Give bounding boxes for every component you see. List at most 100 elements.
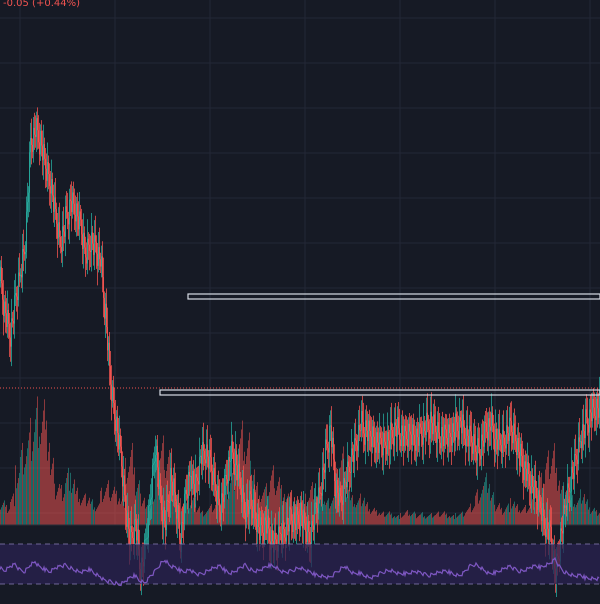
candle-body bbox=[45, 158, 46, 169]
candle-body bbox=[294, 512, 295, 524]
candle-body bbox=[105, 303, 106, 319]
candle-body bbox=[362, 411, 363, 423]
candle-body bbox=[307, 521, 308, 542]
candle-body bbox=[254, 499, 255, 512]
volume-bar bbox=[547, 456, 548, 525]
volume-bar bbox=[362, 503, 363, 525]
candle-body bbox=[185, 489, 186, 494]
candle-body bbox=[306, 531, 307, 542]
candle-body bbox=[526, 468, 527, 481]
volume-bar bbox=[480, 497, 481, 525]
volume-bar bbox=[534, 507, 535, 525]
volume-bar bbox=[374, 507, 375, 525]
candle-body bbox=[160, 479, 161, 497]
volume-bar bbox=[531, 501, 532, 525]
volume-bar bbox=[571, 497, 572, 525]
volume-bar bbox=[329, 508, 330, 525]
volume-bar bbox=[484, 482, 485, 525]
volume-bar bbox=[367, 502, 368, 525]
volume-bar bbox=[4, 500, 5, 525]
candle-body bbox=[334, 459, 335, 482]
candle-body bbox=[576, 455, 577, 460]
candle-body bbox=[103, 277, 104, 298]
candle-body bbox=[38, 130, 39, 143]
candle-body bbox=[420, 423, 421, 428]
candle-body bbox=[448, 424, 449, 447]
volume-bar bbox=[322, 506, 323, 525]
volume-bar bbox=[438, 511, 439, 525]
candle-body bbox=[157, 445, 158, 468]
candle-body bbox=[236, 450, 237, 466]
candle-body bbox=[531, 474, 532, 494]
volume-bar bbox=[124, 507, 125, 525]
candle-body bbox=[212, 471, 213, 485]
candle-body bbox=[242, 485, 243, 503]
volume-bar bbox=[414, 511, 415, 525]
volume-bar bbox=[453, 515, 454, 525]
volume-bar bbox=[308, 500, 309, 525]
candle-body bbox=[323, 467, 324, 470]
volume-bar bbox=[274, 488, 275, 525]
candle-body bbox=[495, 428, 496, 452]
candle-body bbox=[66, 206, 67, 213]
volume-bar bbox=[588, 509, 589, 525]
candle-body bbox=[452, 423, 453, 446]
volume-bar bbox=[594, 507, 595, 525]
candle-body bbox=[411, 434, 412, 445]
volume-bar bbox=[49, 442, 50, 525]
volume-bar bbox=[485, 477, 486, 525]
drawings[interactable] bbox=[0, 293, 600, 396]
candle-body bbox=[170, 467, 171, 503]
candle-body bbox=[303, 510, 304, 529]
volume-bar bbox=[327, 500, 328, 525]
candle-body bbox=[87, 238, 88, 264]
candle-body bbox=[90, 250, 91, 253]
volume-bar bbox=[63, 497, 64, 525]
volume-bar bbox=[80, 505, 81, 525]
volume-bar bbox=[357, 502, 358, 525]
volume-bar bbox=[0, 509, 1, 525]
candle-body bbox=[154, 461, 155, 464]
volume-bar bbox=[64, 493, 65, 525]
volume-bar bbox=[284, 493, 285, 525]
candle-body bbox=[308, 521, 309, 532]
candle-body bbox=[189, 471, 190, 477]
volume-bar bbox=[202, 510, 203, 525]
candle-body bbox=[164, 507, 165, 521]
volume-bar bbox=[38, 448, 39, 525]
volume-bar bbox=[345, 480, 346, 525]
volume-bar bbox=[483, 485, 484, 525]
volume-bar bbox=[530, 503, 531, 525]
volume-bar bbox=[83, 497, 84, 525]
candle-body bbox=[440, 442, 441, 449]
volume-bar bbox=[146, 506, 147, 525]
volume-bar bbox=[93, 509, 94, 525]
volume-bar bbox=[502, 514, 503, 525]
volume-bar bbox=[32, 451, 33, 525]
candle-body bbox=[344, 478, 345, 483]
volume-bar bbox=[445, 514, 446, 525]
volume-bar bbox=[264, 489, 265, 525]
volume-bar bbox=[173, 495, 174, 525]
candle-body bbox=[110, 366, 111, 385]
volume-bar bbox=[430, 514, 431, 525]
candle-body bbox=[177, 504, 178, 519]
price-change-label: -0.05 (+0.44%) bbox=[3, 0, 81, 9]
volume-bar bbox=[158, 477, 159, 525]
volume-bar bbox=[205, 513, 206, 525]
candle-body bbox=[360, 430, 361, 432]
volume-bar bbox=[379, 513, 380, 525]
candle-body bbox=[502, 429, 503, 453]
volume-bar bbox=[481, 493, 482, 525]
candle-body bbox=[83, 232, 84, 250]
volume-bar bbox=[106, 487, 107, 525]
candle-body bbox=[257, 514, 258, 532]
volume-bar bbox=[75, 494, 76, 525]
volume-bar bbox=[139, 480, 140, 525]
volume-bar bbox=[429, 515, 430, 525]
candle-body bbox=[63, 226, 64, 232]
candle-body bbox=[550, 520, 551, 527]
volume-bar bbox=[269, 492, 270, 525]
